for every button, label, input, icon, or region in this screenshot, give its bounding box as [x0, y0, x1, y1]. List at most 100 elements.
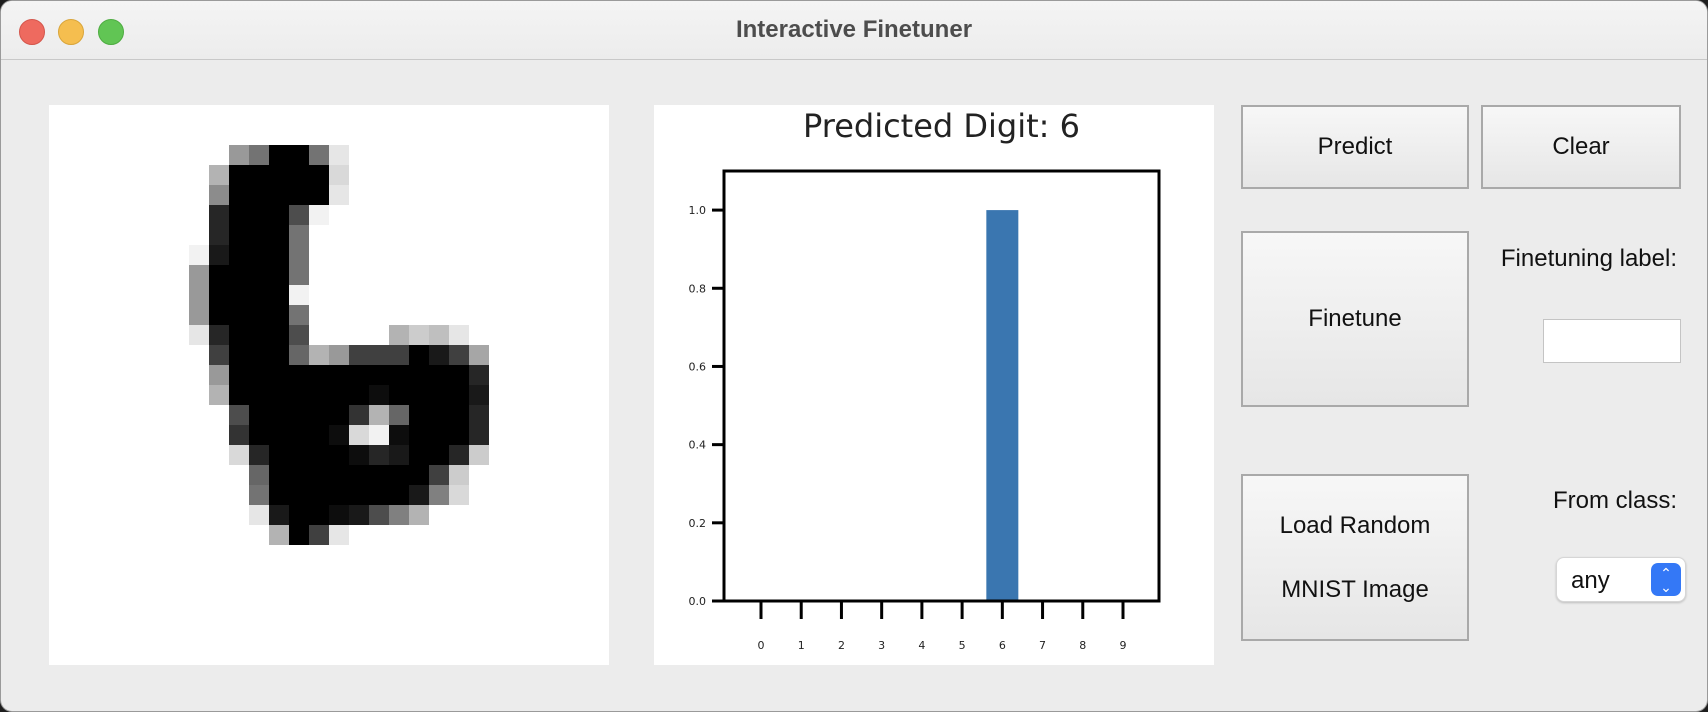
digit-pixel — [249, 345, 269, 365]
load-button-label-line2: MNIST Image — [1281, 575, 1429, 603]
y-tick-label: 0.2 — [689, 517, 707, 530]
digit-pixel — [449, 365, 469, 385]
x-tick-label: 6 — [999, 639, 1006, 652]
minimize-window-button[interactable] — [58, 19, 84, 45]
digit-pixel — [229, 425, 249, 445]
digit-pixel — [309, 365, 329, 385]
drawing-canvas[interactable] — [49, 105, 609, 665]
chart-title: Predicted Digit: 6 — [803, 107, 1080, 145]
digit-pixel — [249, 165, 269, 185]
digit-pixel — [209, 305, 229, 325]
y-tick-label: 0.8 — [689, 282, 707, 295]
digit-pixel — [209, 265, 229, 285]
digit-pixel — [449, 345, 469, 365]
digit-pixel — [249, 265, 269, 285]
digit-pixel — [449, 465, 469, 485]
digit-pixel — [289, 345, 309, 365]
digit-pixel — [289, 485, 309, 505]
digit-pixel — [389, 405, 409, 425]
digit-pixel — [309, 405, 329, 425]
digit-pixel — [409, 425, 429, 445]
digit-pixel — [389, 365, 409, 385]
close-window-button[interactable] — [19, 19, 45, 45]
digit-pixel — [329, 345, 349, 365]
digit-pixel — [409, 325, 429, 345]
finetuning-label-text: Finetuning label: — [1500, 245, 1677, 272]
digit-pixel — [409, 345, 429, 365]
digit-pixel — [309, 425, 329, 445]
digit-pixel — [429, 405, 449, 425]
digit-pixel — [189, 305, 209, 325]
digit-pixel — [329, 465, 349, 485]
digit-pixel — [229, 165, 249, 185]
plot-area — [722, 169, 1161, 603]
digit-pixel — [229, 405, 249, 425]
digit-pixel — [289, 445, 309, 465]
digit-pixel — [289, 265, 309, 285]
digit-pixel — [269, 325, 289, 345]
digit-pixel — [409, 405, 429, 425]
digit-pixel — [229, 205, 249, 225]
chevron-updown-icon: ⌃ ⌄ — [1651, 563, 1681, 596]
from-class-select[interactable]: any ⌃ ⌄ — [1556, 557, 1686, 602]
digit-pixel — [249, 325, 269, 345]
load-button-label-line1: Load Random — [1279, 511, 1431, 539]
digit-pixel — [269, 485, 289, 505]
digit-pixel — [269, 165, 289, 185]
digit-pixel — [429, 485, 449, 505]
digit-pixel — [329, 365, 349, 385]
digit-pixel — [269, 445, 289, 465]
digit-pixel — [269, 185, 289, 205]
digit-pixel — [349, 385, 369, 405]
finetuning-label-input[interactable] — [1543, 319, 1681, 363]
digit-pixel — [249, 185, 269, 205]
load-random-mnist-button[interactable]: Load Random MNIST Image — [1241, 474, 1469, 641]
digit-pixel — [309, 205, 329, 225]
digit-pixel — [309, 345, 329, 365]
title-bar: Interactive Finetuner — [1, 1, 1707, 60]
digit-pixel — [269, 285, 289, 305]
digit-pixel — [289, 505, 309, 525]
y-tick-label: 1.0 — [689, 204, 707, 217]
digit-pixel — [349, 465, 369, 485]
digit-pixel — [449, 385, 469, 405]
x-tick-label: 7 — [1039, 639, 1046, 652]
digit-pixel — [289, 145, 309, 165]
digit-pixel — [229, 385, 249, 405]
digit-pixel — [309, 445, 329, 465]
x-tick-label: 0 — [758, 639, 765, 652]
maximize-window-button[interactable] — [98, 19, 124, 45]
digit-pixel — [369, 445, 389, 465]
digit-pixel — [429, 445, 449, 465]
clear-button[interactable]: Clear — [1481, 105, 1681, 189]
from-class-text: From class: — [1552, 487, 1677, 514]
digit-pixel — [229, 265, 249, 285]
digit-pixel — [389, 465, 409, 485]
digit-pixel — [389, 505, 409, 525]
digit-pixel — [209, 205, 229, 225]
digit-pixel — [309, 485, 329, 505]
digit-pixel — [389, 385, 409, 405]
digit-pixel — [289, 285, 309, 305]
digit-pixel — [389, 485, 409, 505]
digit-pixel — [209, 345, 229, 365]
digit-pixel — [449, 405, 469, 425]
digit-pixel — [249, 425, 269, 445]
y-tick-label: 0.6 — [689, 360, 707, 373]
digit-pixel — [249, 485, 269, 505]
digit-pixel — [249, 305, 269, 325]
digit-pixel — [269, 145, 289, 165]
x-tick-label: 1 — [798, 639, 805, 652]
digit-pixel — [269, 525, 289, 545]
digit-pixel — [209, 165, 229, 185]
x-tick-label: 9 — [1120, 639, 1127, 652]
predict-button[interactable]: Predict — [1241, 105, 1469, 189]
digit-pixel — [189, 285, 209, 305]
digit-pixel — [429, 385, 449, 405]
digit-pixel — [229, 365, 249, 385]
digit-pixel — [369, 385, 389, 405]
finetune-button[interactable]: Finetune — [1241, 231, 1469, 407]
digit-pixel — [469, 445, 489, 465]
prediction-bar-chart: Predicted Digit: 6 0.0 0.2 0.4 0.6 0.8 1.0 0 1 2 3… — [689, 107, 1161, 652]
